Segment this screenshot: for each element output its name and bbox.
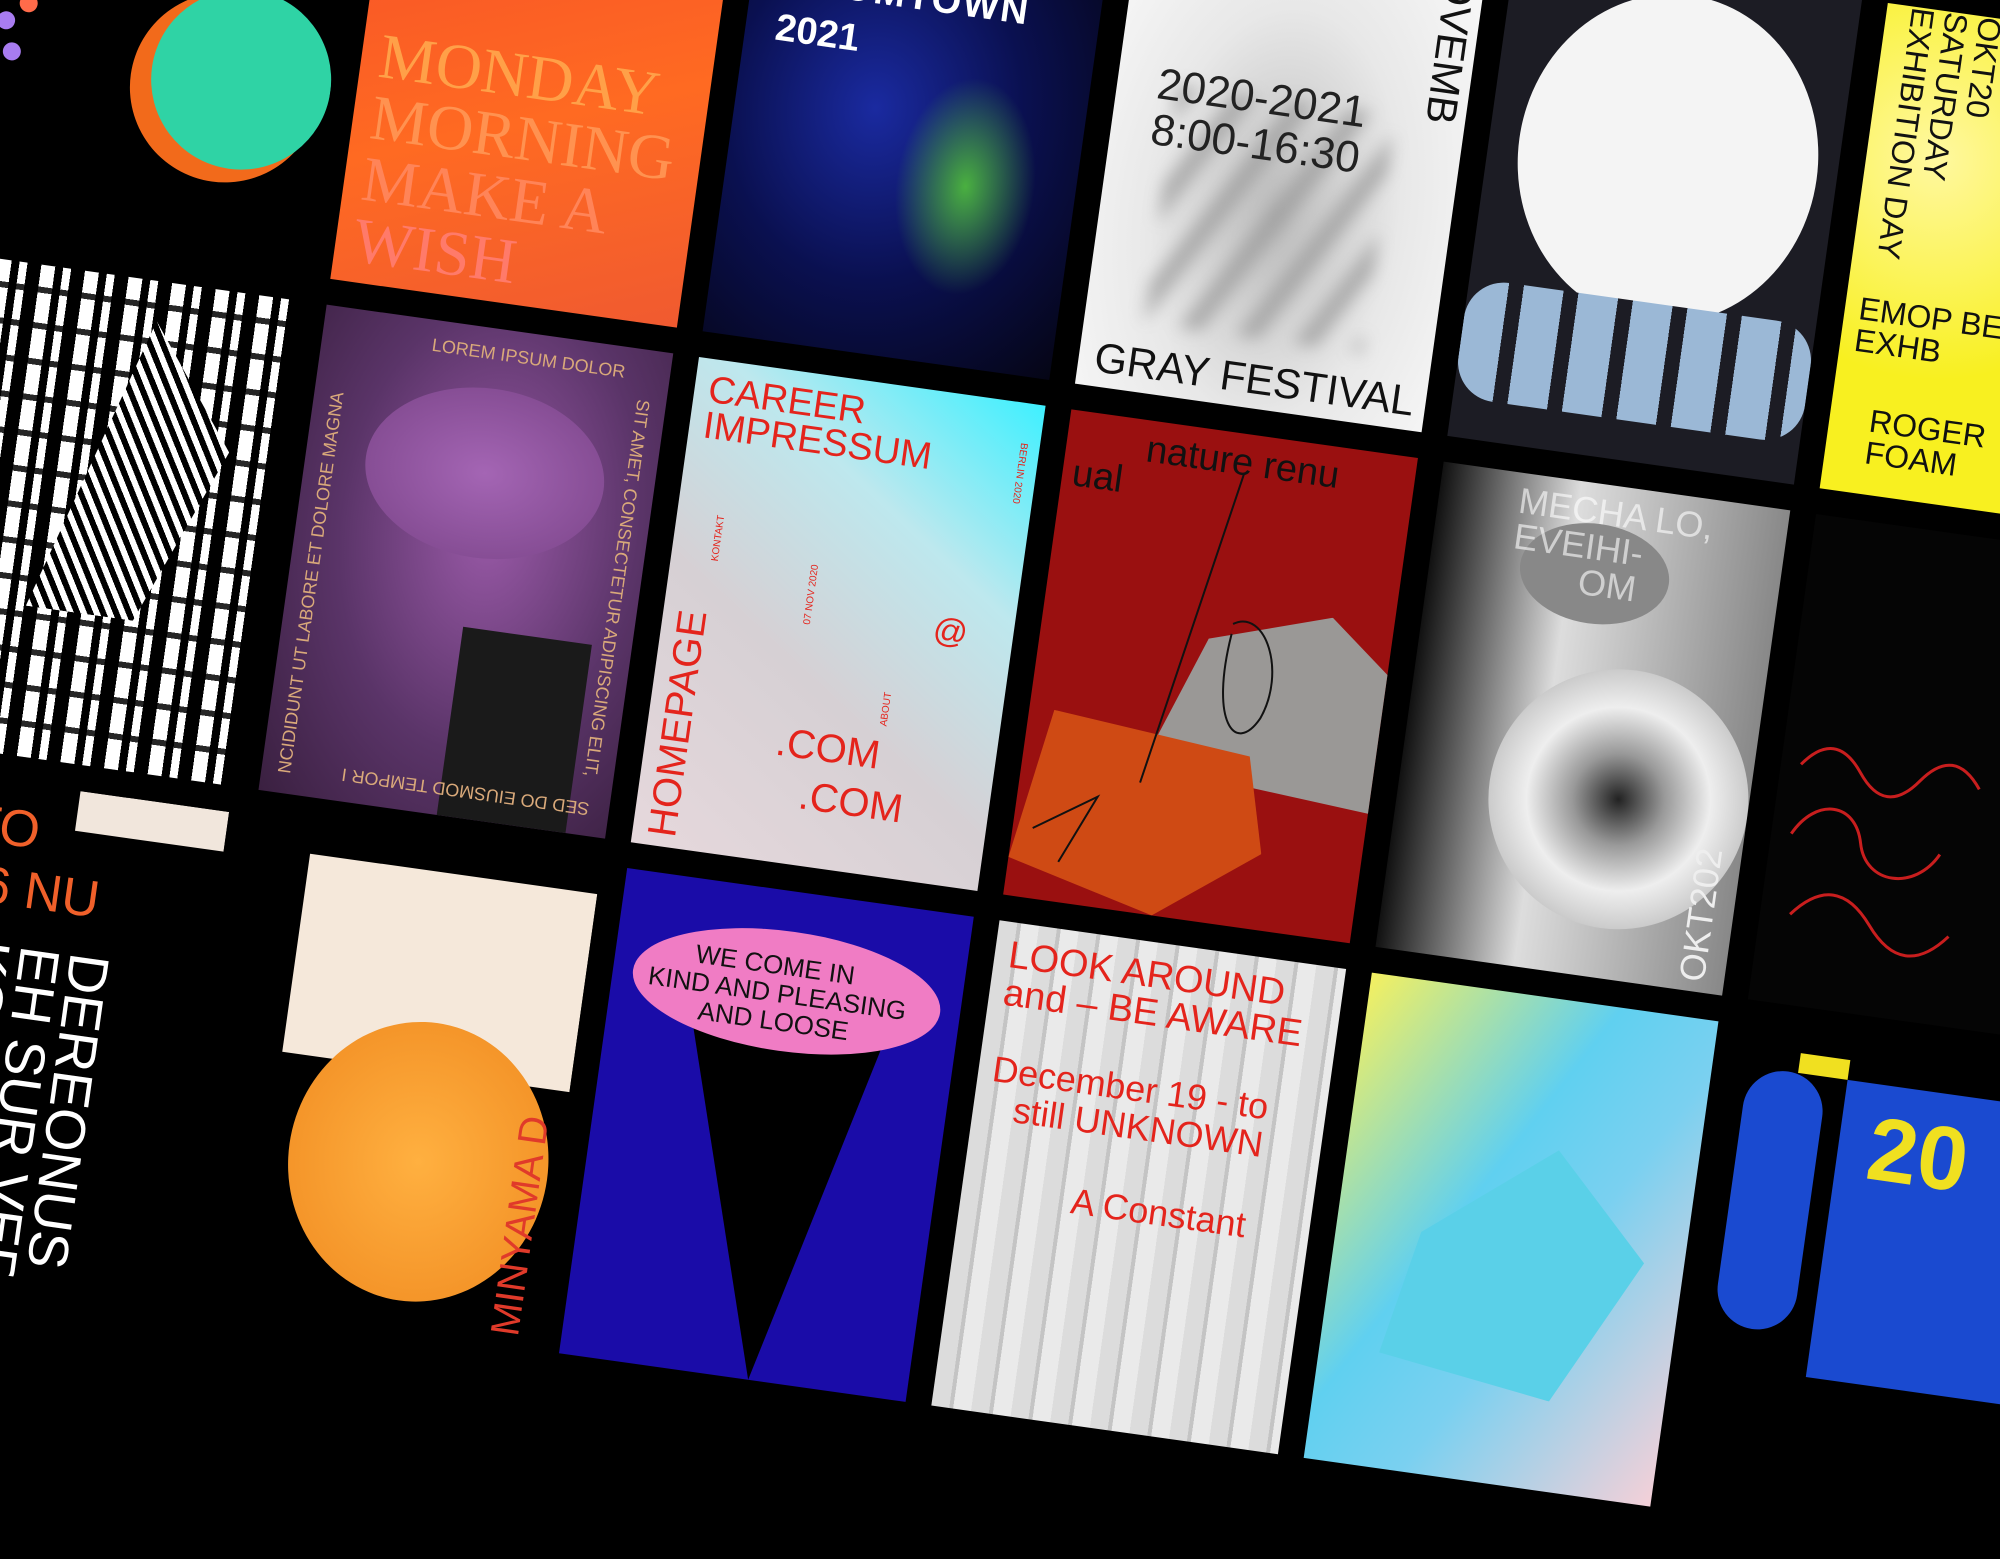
dot (18, 0, 39, 14)
poster-text: 1 - 6 NU (0, 845, 104, 930)
poster-look: LOOK AROUND and – BE AWARE December 19 -… (931, 920, 1347, 1455)
page: Poster collage { "monday": {"lines": ["M… (0, 0, 2000, 1507)
blue-shape (1712, 1065, 1828, 1335)
poster-lorem: LOREM IPSUM DOLOR SIT AMET, CONSECTETUR … (258, 304, 674, 839)
poster-text: GRAY FESTIVAL (1091, 333, 1418, 425)
poster-circle (0, 0, 373, 276)
poster-text: LOREM IPSUM DOLOR (430, 334, 627, 382)
poster-text: .COM (795, 773, 906, 832)
poster-text: HOMEPAGE (640, 607, 716, 840)
page-body: O TO 1 - 6 NU DEREONUS EH SUR VER KGL ZI… (0, 0, 2000, 1507)
scribble-line (1032, 473, 1274, 863)
poster-text: @ (930, 610, 971, 653)
dot (0, 10, 17, 31)
poster-monday: MONDAY MORNING MAKE A WISH (330, 0, 746, 328)
poster-career: CAREER IMPRESSUM HOMEPAGE .COM .COM @ KO… (630, 357, 1046, 891)
poster-text: OM (1575, 560, 1639, 610)
squiggle-art (1789, 747, 1981, 958)
poster-text: O TO (0, 786, 44, 861)
poster-text: A Constant (1068, 1180, 1249, 1246)
poster-text: 20 (1861, 1098, 1975, 1212)
green-fold (880, 67, 1050, 306)
poster-pattern (0, 252, 301, 787)
poster-mecha: MECHA LO, EVEIHI- OM OKT202 (1375, 461, 1791, 996)
poster-twenty: 20 (1676, 1024, 2000, 1559)
cream-band (74, 791, 230, 852)
poster-small-text: KONTAKT (709, 514, 728, 563)
poster-wecome: WE COME IN KIND AND PLEASING AND LOOSE (558, 867, 974, 1402)
poster-squiggle (1747, 513, 2000, 1048)
squiggle-line (1789, 747, 1981, 958)
poster-minyama: MINYAMA D (186, 815, 602, 1350)
cyan-shape (1376, 1130, 1658, 1412)
poster-small-text: 07 NOV 2020 (801, 563, 822, 626)
poster-text: NOVEMB (1416, 0, 1489, 128)
poster-pastel (1303, 972, 1719, 1507)
dot (1, 41, 23, 62)
poster-text: 2021 (772, 6, 863, 61)
poster-boomtown: 15 AUG BOOMTOWN 2021 (702, 0, 1118, 380)
poster-nu: O TO 1 - 6 NU DEREONUS EH SUR VER KGL ZI… (0, 763, 230, 1298)
poster-text: NCIDIDUNT UT LABORE ET DOLORE MAGNA (274, 390, 348, 775)
yellow-bar (1798, 1053, 1851, 1080)
poster-gray: 2020-2021 8:00-16:30 GRAY FESTIVAL NOVEM… (1074, 0, 1490, 433)
purple-blob (354, 372, 616, 575)
poster-small-text: BERLIN 2020 (1009, 442, 1030, 505)
poster-gridcircle (1447, 0, 1863, 485)
blue-letters (1452, 277, 1817, 446)
poster-nature: nature renu ual (1003, 409, 1418, 944)
poster-small-text: ABOUT (878, 691, 895, 728)
scribble (1032, 473, 1274, 863)
poster-text: .COM (773, 719, 883, 778)
poster-text: ual (1069, 452, 1126, 501)
